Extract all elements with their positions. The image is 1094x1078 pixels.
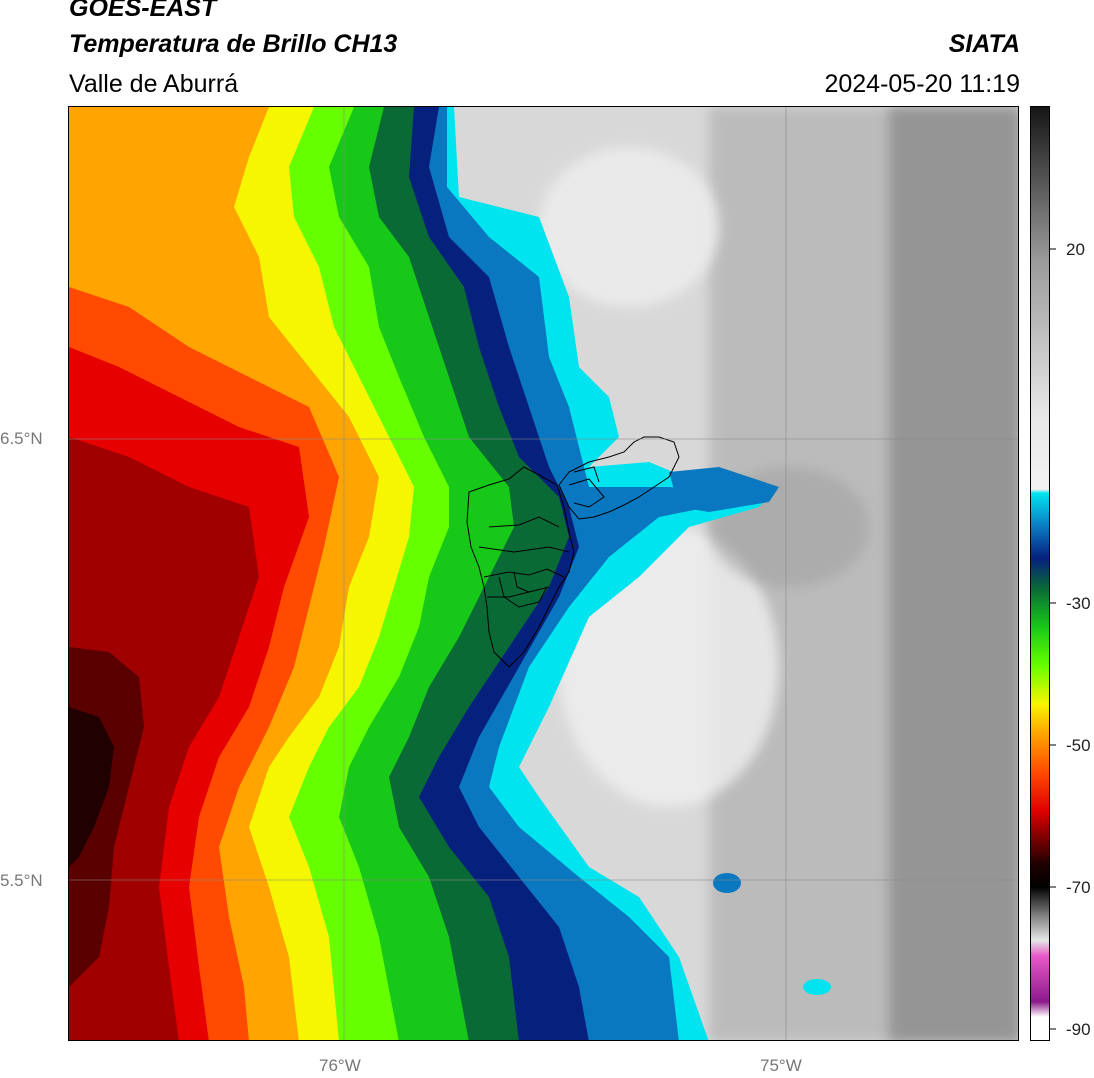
map-canvas	[69, 107, 1018, 1040]
colorbar	[1030, 106, 1050, 1041]
lat-label-6-5n: 6.5°N	[0, 429, 43, 448]
cloud-cell-small	[803, 979, 831, 995]
lat-label-5-5n: 5.5°N	[0, 871, 43, 890]
datetime-label: 2024-05-20 11:19	[824, 70, 1020, 98]
cloud-cell-small	[713, 873, 741, 893]
graticule	[69, 107, 1018, 1040]
colorbar-tick: 20	[1066, 240, 1085, 259]
agency-label: SIATA	[948, 30, 1020, 58]
lon-label-75w: 75°W	[760, 1056, 802, 1075]
cloud-cell-east	[669, 467, 779, 512]
municipal-boundaries	[466, 436, 680, 668]
colorbar-tick: -30	[1066, 594, 1091, 613]
colorbar-ticks	[1050, 248, 1056, 1030]
region-label: Valle de Aburrá	[69, 70, 239, 98]
product-title: Temperatura de Brillo CH13	[69, 30, 398, 58]
colorbar-tick: -50	[1066, 736, 1091, 755]
colorbar-tick: -90	[1066, 1020, 1091, 1039]
lon-label-76w: 76°W	[319, 1056, 361, 1075]
cloud-darkred-band	[69, 437, 259, 1040]
colorbar-tick: -70	[1066, 878, 1091, 897]
satellite-title: GOES-EAST	[69, 0, 217, 22]
cloud-coldest-core	[69, 707, 114, 867]
brightness-temperature-map	[68, 106, 1019, 1041]
